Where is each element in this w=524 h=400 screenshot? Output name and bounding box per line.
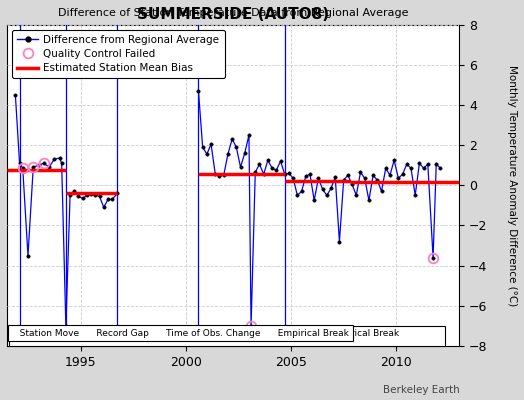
Y-axis label: Monthly Temperature Anomaly Difference (°C): Monthly Temperature Anomaly Difference (…	[507, 65, 517, 306]
Legend: Difference from Regional Average, Quality Control Failed, Estimated Station Mean: Difference from Regional Average, Qualit…	[12, 30, 225, 78]
Text: Station Move      Record Gap      Time of Obs. Change      Empirical Break: Station Move Record Gap Time of Obs. Cha…	[11, 328, 349, 338]
Text: Difference of Station Temperature Data from Regional Average: Difference of Station Temperature Data f…	[58, 8, 408, 18]
Text: Empirical Break: Empirical Break	[328, 328, 399, 338]
Text: Record Gap: Record Gap	[125, 328, 177, 338]
Text: Berkeley Earth: Berkeley Earth	[383, 385, 460, 395]
Bar	[9, 326, 445, 346]
Text: Time of Obs. Change: Time of Obs. Change	[215, 328, 310, 338]
Title: SUMMERSIDE (AUTO8): SUMMERSIDE (AUTO8)	[137, 7, 329, 22]
Text: Station Move: Station Move	[39, 328, 98, 338]
